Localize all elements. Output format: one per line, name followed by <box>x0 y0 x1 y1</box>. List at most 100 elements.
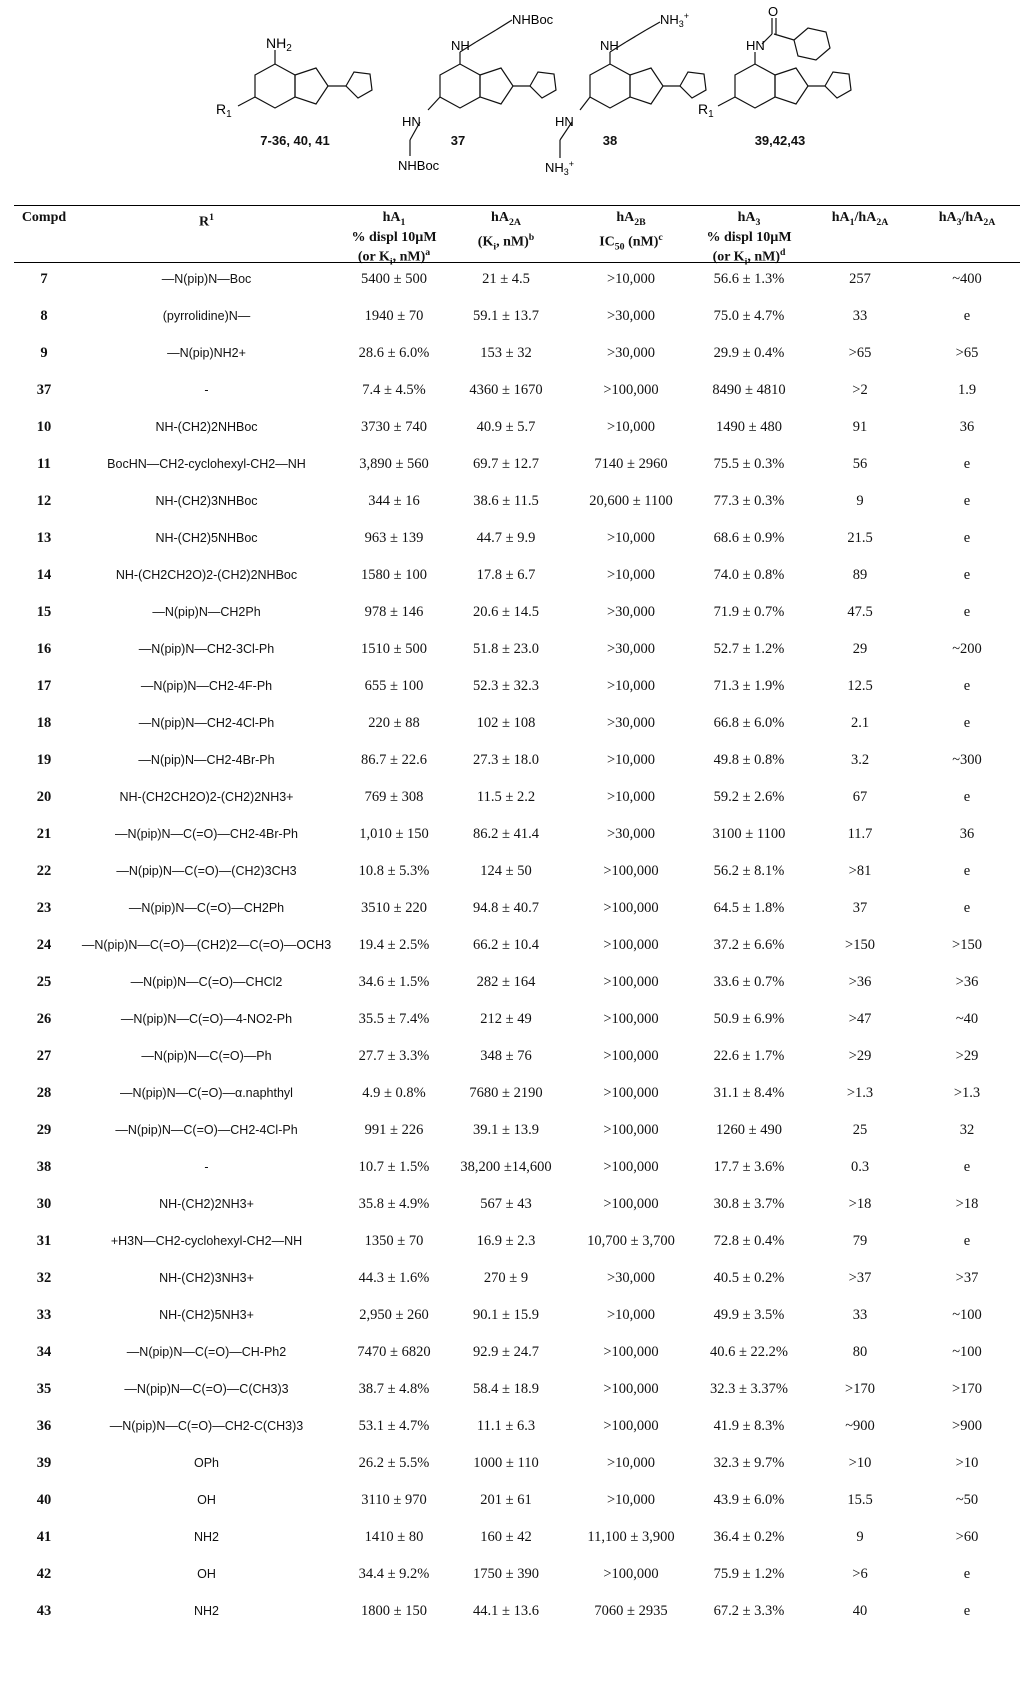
cell-r1: —N(pip)N—C(=O)—CH-Ph2 <box>126 1345 287 1359</box>
structure-2-drawing <box>409 19 557 156</box>
cell-ha1: 1410 ± 80 <box>364 1529 424 1545</box>
svg-text:R1: R1 <box>698 101 714 120</box>
cell-r1: BocHN—CH2-cyclohexyl-CH2—NH <box>107 457 306 471</box>
cell-ha2b: >10,000 <box>606 1307 656 1323</box>
header-ratio-a3-a2a: hA3/hA2A <box>938 210 996 228</box>
cell-compd: 41 <box>36 1529 52 1545</box>
table-row: 8 (pyrrolidine)N— 1940 ± 70 59.1 ± 13.7 >30,… <box>14 300 1020 332</box>
chemical-structures: NH2 R1 NH NHBoc HN NHBoc <box>216 4 852 177</box>
cell-ha3: 32.3 ± 9.7% <box>713 1455 785 1471</box>
cell-ha1: 5400 ± 500 <box>361 271 427 287</box>
header-ha1: hA1% displ 10µM (or Ki, nM)a <box>351 210 437 268</box>
cell-ha2b: 20,600 ± 1100 <box>589 493 673 509</box>
cell-r2-ratio: >36 <box>955 974 979 990</box>
cell-r1: NH-(CH2)5NHBoc <box>155 531 258 545</box>
structure-2-label: 37 <box>450 133 466 148</box>
cell-ha1: 35.8 ± 4.9% <box>358 1196 430 1212</box>
s1-nh2: NH2 <box>266 35 292 54</box>
table-row: 30 NH-(CH2)2NH3+ 35.8 ± 4.9% 567 ± 43 >100,0… <box>14 1188 1020 1220</box>
table-row: 34 —N(pip)N—C(=O)—CH-Ph2 7470 ± 6820 92.9 ±… <box>14 1336 1020 1368</box>
cell-r1-ratio: 33 <box>852 308 868 324</box>
cell-r2-ratio: 32 <box>959 1122 975 1138</box>
cell-ha3: 71.3 ± 1.9% <box>713 678 785 694</box>
cell-ha3: 37.2 ± 6.6% <box>713 937 785 953</box>
cell-compd: 35 <box>36 1381 52 1397</box>
cell-r1-ratio: 56 <box>852 456 868 472</box>
cell-r1-ratio: 2.1 <box>850 715 870 731</box>
cell-r1: NH-(CH2CH2O)2-(CH2)2NHBoc <box>115 568 298 582</box>
table-row: 17 —N(pip)N—CH2-4F-Ph 655 ± 100 52.3 ± 32.3… <box>14 670 1020 702</box>
cell-compd: 25 <box>36 974 52 990</box>
cell-ha3: 31.1 ± 8.4% <box>713 1085 785 1101</box>
cell-compd: 9 <box>40 345 48 361</box>
cell-ha2a: 567 ± 43 <box>480 1196 532 1212</box>
cell-ha2b: 7060 ± 2935 <box>594 1603 668 1619</box>
cell-ha2a: 39.1 ± 13.9 <box>473 1122 539 1138</box>
cell-ha1: 27.7 ± 3.3% <box>358 1048 430 1064</box>
cell-ha3: 56.6 ± 1.3% <box>713 271 785 287</box>
cell-r1-ratio: 47.5 <box>847 604 873 620</box>
s1-r1: R1 <box>216 101 232 120</box>
cell-ha2b: 10,700 ± 3,700 <box>587 1233 675 1249</box>
header-ha3: hA3% displ 10µM (or Ki, nM)d <box>706 210 792 268</box>
cell-ha2a: 52.3 ± 32.3 <box>473 678 539 694</box>
cell-ha1: 34.4 ± 9.2% <box>358 1566 430 1582</box>
cell-r1: —N(pip)N—C(=O)—CH2-C(CH3)3 <box>109 1419 304 1433</box>
table-row: 37 - 7.4 ± 4.5% 4360 ± 1670 >100,000 8490 ± 4… <box>14 374 1020 406</box>
cell-ha1: 10.7 ± 1.5% <box>358 1159 430 1175</box>
s2-top-sub: NHBoc <box>512 12 554 27</box>
cell-ha2a: 11.5 ± 2.2 <box>476 789 536 805</box>
cell-r1: +H3N—CH2-cyclohexyl-CH2—NH <box>110 1234 303 1248</box>
cell-ha3: 68.6 ± 0.9% <box>713 530 785 546</box>
cell-ha2b: >100,000 <box>603 937 659 953</box>
cell-ha2a: 282 ± 164 <box>476 974 536 990</box>
cell-r1: —N(pip)N—C(=O)—(CH2)2—C(=O)—OCH3 <box>81 938 332 952</box>
cell-r1: —N(pip)NH2+ <box>167 346 246 360</box>
table-row: 29 —N(pip)N—C(=O)—CH2-4Cl-Ph 991 ± 226 39.1… <box>14 1114 1020 1146</box>
cell-r1: - <box>204 1160 209 1174</box>
cell-ha1: 34.6 ± 1.5% <box>358 974 430 990</box>
table-row: 39 OPh 26.2 ± 5.5% 1000 ± 110 >10,000 32.3 ± … <box>14 1447 1020 1479</box>
cell-r2-ratio: >18 <box>955 1196 979 1212</box>
cell-r1: NH-(CH2)2NH3+ <box>159 1197 254 1211</box>
cell-ha2b: >100,000 <box>603 1566 659 1582</box>
cell-ha1: 38.7 ± 4.8% <box>358 1381 430 1397</box>
cell-ha2b: 7140 ± 2960 <box>594 456 668 472</box>
cell-ha2a: 1750 ± 390 <box>473 1566 539 1582</box>
cell-r2-ratio: 1.9 <box>957 382 977 398</box>
cell-r2-ratio: ~400 <box>952 271 982 287</box>
cell-compd: 7 <box>40 271 48 287</box>
cell-compd: 28 <box>36 1085 52 1101</box>
cell-compd: 29 <box>36 1122 52 1138</box>
structure-3-label: 38 <box>602 133 618 148</box>
cell-compd: 36 <box>36 1418 52 1434</box>
cell-r2-ratio: ~200 <box>952 641 982 657</box>
cell-r1-ratio: 67 <box>852 789 868 805</box>
table-row: 43 NH2 1800 ± 150 44.1 ± 13.6 7060 ± 2935 67.… <box>14 1595 1020 1627</box>
cell-ha2a: 38,200 ±14,600 <box>460 1159 552 1175</box>
cell-ha2b: >100,000 <box>603 974 659 990</box>
cell-r1-ratio: 257 <box>849 271 871 287</box>
cell-ha2a: 40.9 ± 5.7 <box>476 419 536 435</box>
cell-ha3: 75.9 ± 1.2% <box>713 1566 785 1582</box>
cell-compd: 21 <box>36 826 52 842</box>
table-row: 41 NH2 1410 ± 80 160 ± 42 11,100 ± 3,900 36.4… <box>14 1521 1020 1553</box>
structure-1-label: 7-36, 40, 41 <box>260 133 330 148</box>
cell-r1: NH-(CH2CH2O)2-(CH2)2NH3+ <box>119 790 294 804</box>
table-row: 24 —N(pip)N—C(=O)—(CH2)2—C(=O)—OCH3 19.4 ±… <box>14 929 1020 961</box>
header-ratio-a1-a2a: hA1/hA2A <box>831 210 889 228</box>
cell-r1: —N(pip)N—C(=O)—CHCl2 <box>130 975 283 989</box>
cell-ha1: 28.6 ± 6.0% <box>358 345 430 361</box>
cell-r2-ratio: 36 <box>959 419 975 435</box>
cell-ha3: 52.7 ± 1.2% <box>713 641 785 657</box>
cell-ha1: 1,010 ± 150 <box>359 826 429 842</box>
cell-ha2b: >100,000 <box>603 1122 659 1138</box>
cell-ha2a: 66.2 ± 10.4 <box>473 937 539 953</box>
table-row: 32 NH-(CH2)3NH3+ 44.3 ± 1.6% 270 ± 9 >30,000… <box>14 1262 1020 1294</box>
cell-r1-ratio: 89 <box>852 567 868 583</box>
cell-ha2b: >100,000 <box>603 1011 659 1027</box>
cell-compd: 13 <box>36 530 52 546</box>
cell-compd: 20 <box>36 789 52 805</box>
cell-ha2b: >30,000 <box>606 826 656 842</box>
